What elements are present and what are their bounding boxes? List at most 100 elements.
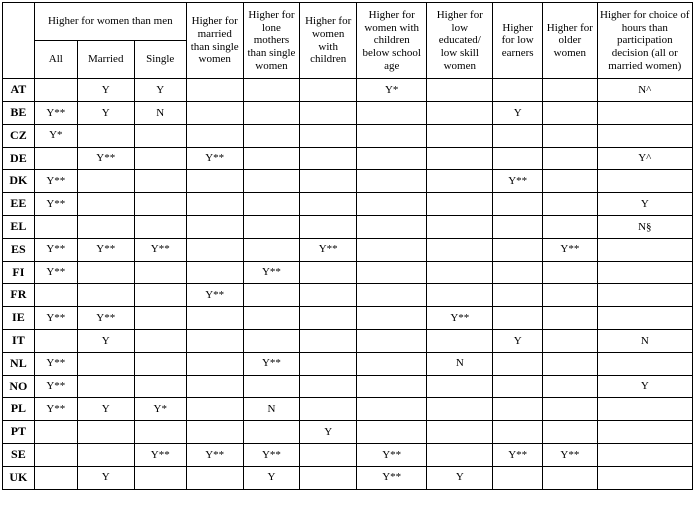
table-row: BEY**YNY (3, 102, 693, 125)
cell-c9 (493, 147, 543, 170)
header-children-below-school: Higher for women with children below sch… (357, 3, 427, 79)
cell-c6 (300, 443, 357, 466)
cell-c9 (493, 307, 543, 330)
cell-c9 (493, 466, 543, 489)
row-code: PT (3, 421, 35, 444)
cell-c9 (493, 398, 543, 421)
cell-c7 (357, 421, 427, 444)
row-code: DE (3, 147, 35, 170)
table-row: PLY**YY*N (3, 398, 693, 421)
cell-all: Y** (34, 238, 77, 261)
cell-married: Y** (77, 238, 134, 261)
cell-c4 (186, 170, 243, 193)
cell-all (34, 147, 77, 170)
cell-c9: Y (493, 102, 543, 125)
cell-c5 (243, 102, 300, 125)
cell-c8 (427, 124, 493, 147)
cell-c7 (357, 170, 427, 193)
cell-c10: Y** (543, 238, 597, 261)
header-low-earners: Higher for low earners (493, 3, 543, 79)
cell-c5 (243, 375, 300, 398)
cell-single: Y* (134, 398, 186, 421)
cell-c10 (543, 352, 597, 375)
cell-c10 (543, 329, 597, 352)
cell-c6 (300, 398, 357, 421)
cell-c9: Y** (493, 170, 543, 193)
table-row: FRY** (3, 284, 693, 307)
cell-c11 (597, 170, 692, 193)
cell-single (134, 329, 186, 352)
cell-c9 (493, 261, 543, 284)
cell-all (34, 284, 77, 307)
cell-c9 (493, 375, 543, 398)
cell-married: Y (77, 466, 134, 489)
cell-single (134, 284, 186, 307)
cell-c7: Y* (357, 79, 427, 102)
cell-married: Y (77, 102, 134, 125)
row-code: UK (3, 466, 35, 489)
table-row: IEY**Y**Y** (3, 307, 693, 330)
cell-c6: Y** (300, 238, 357, 261)
cell-c4 (186, 329, 243, 352)
cell-c5: Y** (243, 261, 300, 284)
cell-c6 (300, 307, 357, 330)
cell-married (77, 443, 134, 466)
cell-c4 (186, 466, 243, 489)
cell-c10 (543, 124, 597, 147)
cell-c11: Y^ (597, 147, 692, 170)
cell-c8 (427, 79, 493, 102)
cell-c4: Y** (186, 147, 243, 170)
cell-c10 (543, 102, 597, 125)
cell-c8 (427, 284, 493, 307)
cell-c4 (186, 79, 243, 102)
cell-c9 (493, 284, 543, 307)
cell-all: Y** (34, 170, 77, 193)
cell-c6 (300, 124, 357, 147)
cell-married (77, 124, 134, 147)
cell-c8 (427, 421, 493, 444)
cell-c10 (543, 193, 597, 216)
row-code: NO (3, 375, 35, 398)
cell-single: Y** (134, 238, 186, 261)
cell-c4 (186, 398, 243, 421)
header-group-women-vs-men: Higher for women than men (34, 3, 186, 41)
table-row: ESY**Y**Y**Y**Y** (3, 238, 693, 261)
cell-c10: Y** (543, 443, 597, 466)
cell-c4 (186, 215, 243, 238)
cell-c7 (357, 329, 427, 352)
cell-c6 (300, 284, 357, 307)
table-row: ATYYY*N^ (3, 79, 693, 102)
cell-single: N (134, 102, 186, 125)
row-code: SE (3, 443, 35, 466)
cell-c5 (243, 284, 300, 307)
cell-c6 (300, 147, 357, 170)
cell-single (134, 147, 186, 170)
cell-c5 (243, 170, 300, 193)
cell-all: Y** (34, 375, 77, 398)
cell-c4 (186, 352, 243, 375)
cell-c7: Y** (357, 466, 427, 489)
cell-c9 (493, 193, 543, 216)
cell-c5 (243, 147, 300, 170)
row-code: BE (3, 102, 35, 125)
table-row: SEY**Y**Y**Y**Y**Y** (3, 443, 693, 466)
cell-single (134, 124, 186, 147)
cell-all (34, 466, 77, 489)
cell-c6 (300, 352, 357, 375)
cell-all (34, 443, 77, 466)
cell-single (134, 466, 186, 489)
cell-c9 (493, 238, 543, 261)
cell-c6 (300, 466, 357, 489)
cell-married (77, 193, 134, 216)
cell-c10 (543, 421, 597, 444)
cell-c5 (243, 238, 300, 261)
cell-single (134, 261, 186, 284)
header-older-women: Higher for older women (543, 3, 597, 79)
cell-all (34, 79, 77, 102)
cell-c8 (427, 102, 493, 125)
cell-c8: Y** (427, 307, 493, 330)
cell-c9 (493, 215, 543, 238)
subheader-single: Single (134, 41, 186, 79)
cell-married: Y (77, 398, 134, 421)
cell-c7: Y** (357, 443, 427, 466)
